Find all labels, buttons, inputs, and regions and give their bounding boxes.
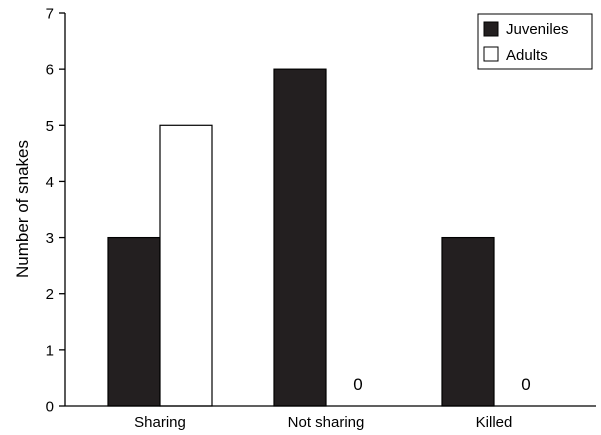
zero-value-label: 0 xyxy=(353,375,362,394)
legend-label-juveniles: Juveniles xyxy=(506,21,569,38)
legend-swatch-adults xyxy=(483,46,499,62)
x-axis-labels: Sharing Not sharing Killed xyxy=(134,414,512,431)
y-tick-label: 6 xyxy=(46,62,54,79)
y-tick-label: 3 xyxy=(46,230,54,247)
y-tick-label: 5 xyxy=(46,118,54,135)
y-axis-label: Number of snakes xyxy=(13,140,32,278)
y-axis-ticks: 0 1 2 3 4 5 6 7 xyxy=(46,6,65,416)
x-tick-label: Not sharing xyxy=(288,414,365,431)
bar-juveniles-killed xyxy=(441,236,495,407)
y-tick-label: 0 xyxy=(46,399,54,416)
y-tick-label: 2 xyxy=(46,286,54,303)
bar-juveniles-not-sharing xyxy=(273,68,327,407)
y-tick-label: 4 xyxy=(46,174,54,191)
legend-label-adults: Adults xyxy=(506,47,548,64)
x-tick-label: Sharing xyxy=(134,414,186,431)
bar-juveniles-sharing xyxy=(107,236,161,407)
y-tick-label: 1 xyxy=(46,342,54,359)
legend-swatch-juveniles xyxy=(483,21,499,37)
bars xyxy=(107,68,495,407)
zero-value-label: 0 xyxy=(521,375,530,394)
y-tick-label: 7 xyxy=(46,6,54,23)
bar-adults-sharing xyxy=(159,124,213,407)
x-tick-label: Killed xyxy=(476,414,513,431)
legend: Juveniles Adults xyxy=(477,13,593,70)
